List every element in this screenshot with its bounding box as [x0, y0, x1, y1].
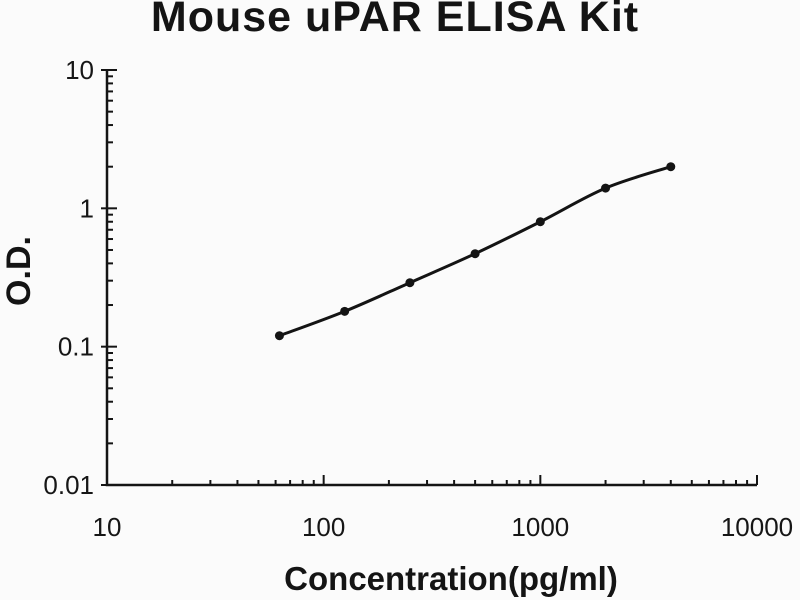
- x-tick-label: 1000: [511, 512, 569, 542]
- chart-title: Mouse uPAR ELISA Kit: [150, 0, 640, 41]
- x-tick-label: 10: [93, 512, 122, 542]
- data-point: [470, 249, 480, 259]
- data-point: [601, 183, 611, 193]
- y-tick-label: 1: [80, 193, 94, 223]
- y-tick-label: 0.01: [43, 470, 94, 500]
- data-point: [535, 217, 545, 227]
- y-tick-label: 10: [65, 55, 94, 85]
- y-tick-label: 0.1: [58, 332, 94, 362]
- axes-frame: [105, 70, 757, 487]
- data-point: [274, 331, 284, 341]
- x-axis-label: Concentration(pg/ml): [284, 560, 618, 597]
- x-tick-label: 100: [302, 512, 345, 542]
- data-point: [666, 162, 676, 172]
- data-point: [340, 306, 350, 316]
- data-point: [405, 278, 415, 288]
- x-tick-label: 10000: [721, 512, 793, 542]
